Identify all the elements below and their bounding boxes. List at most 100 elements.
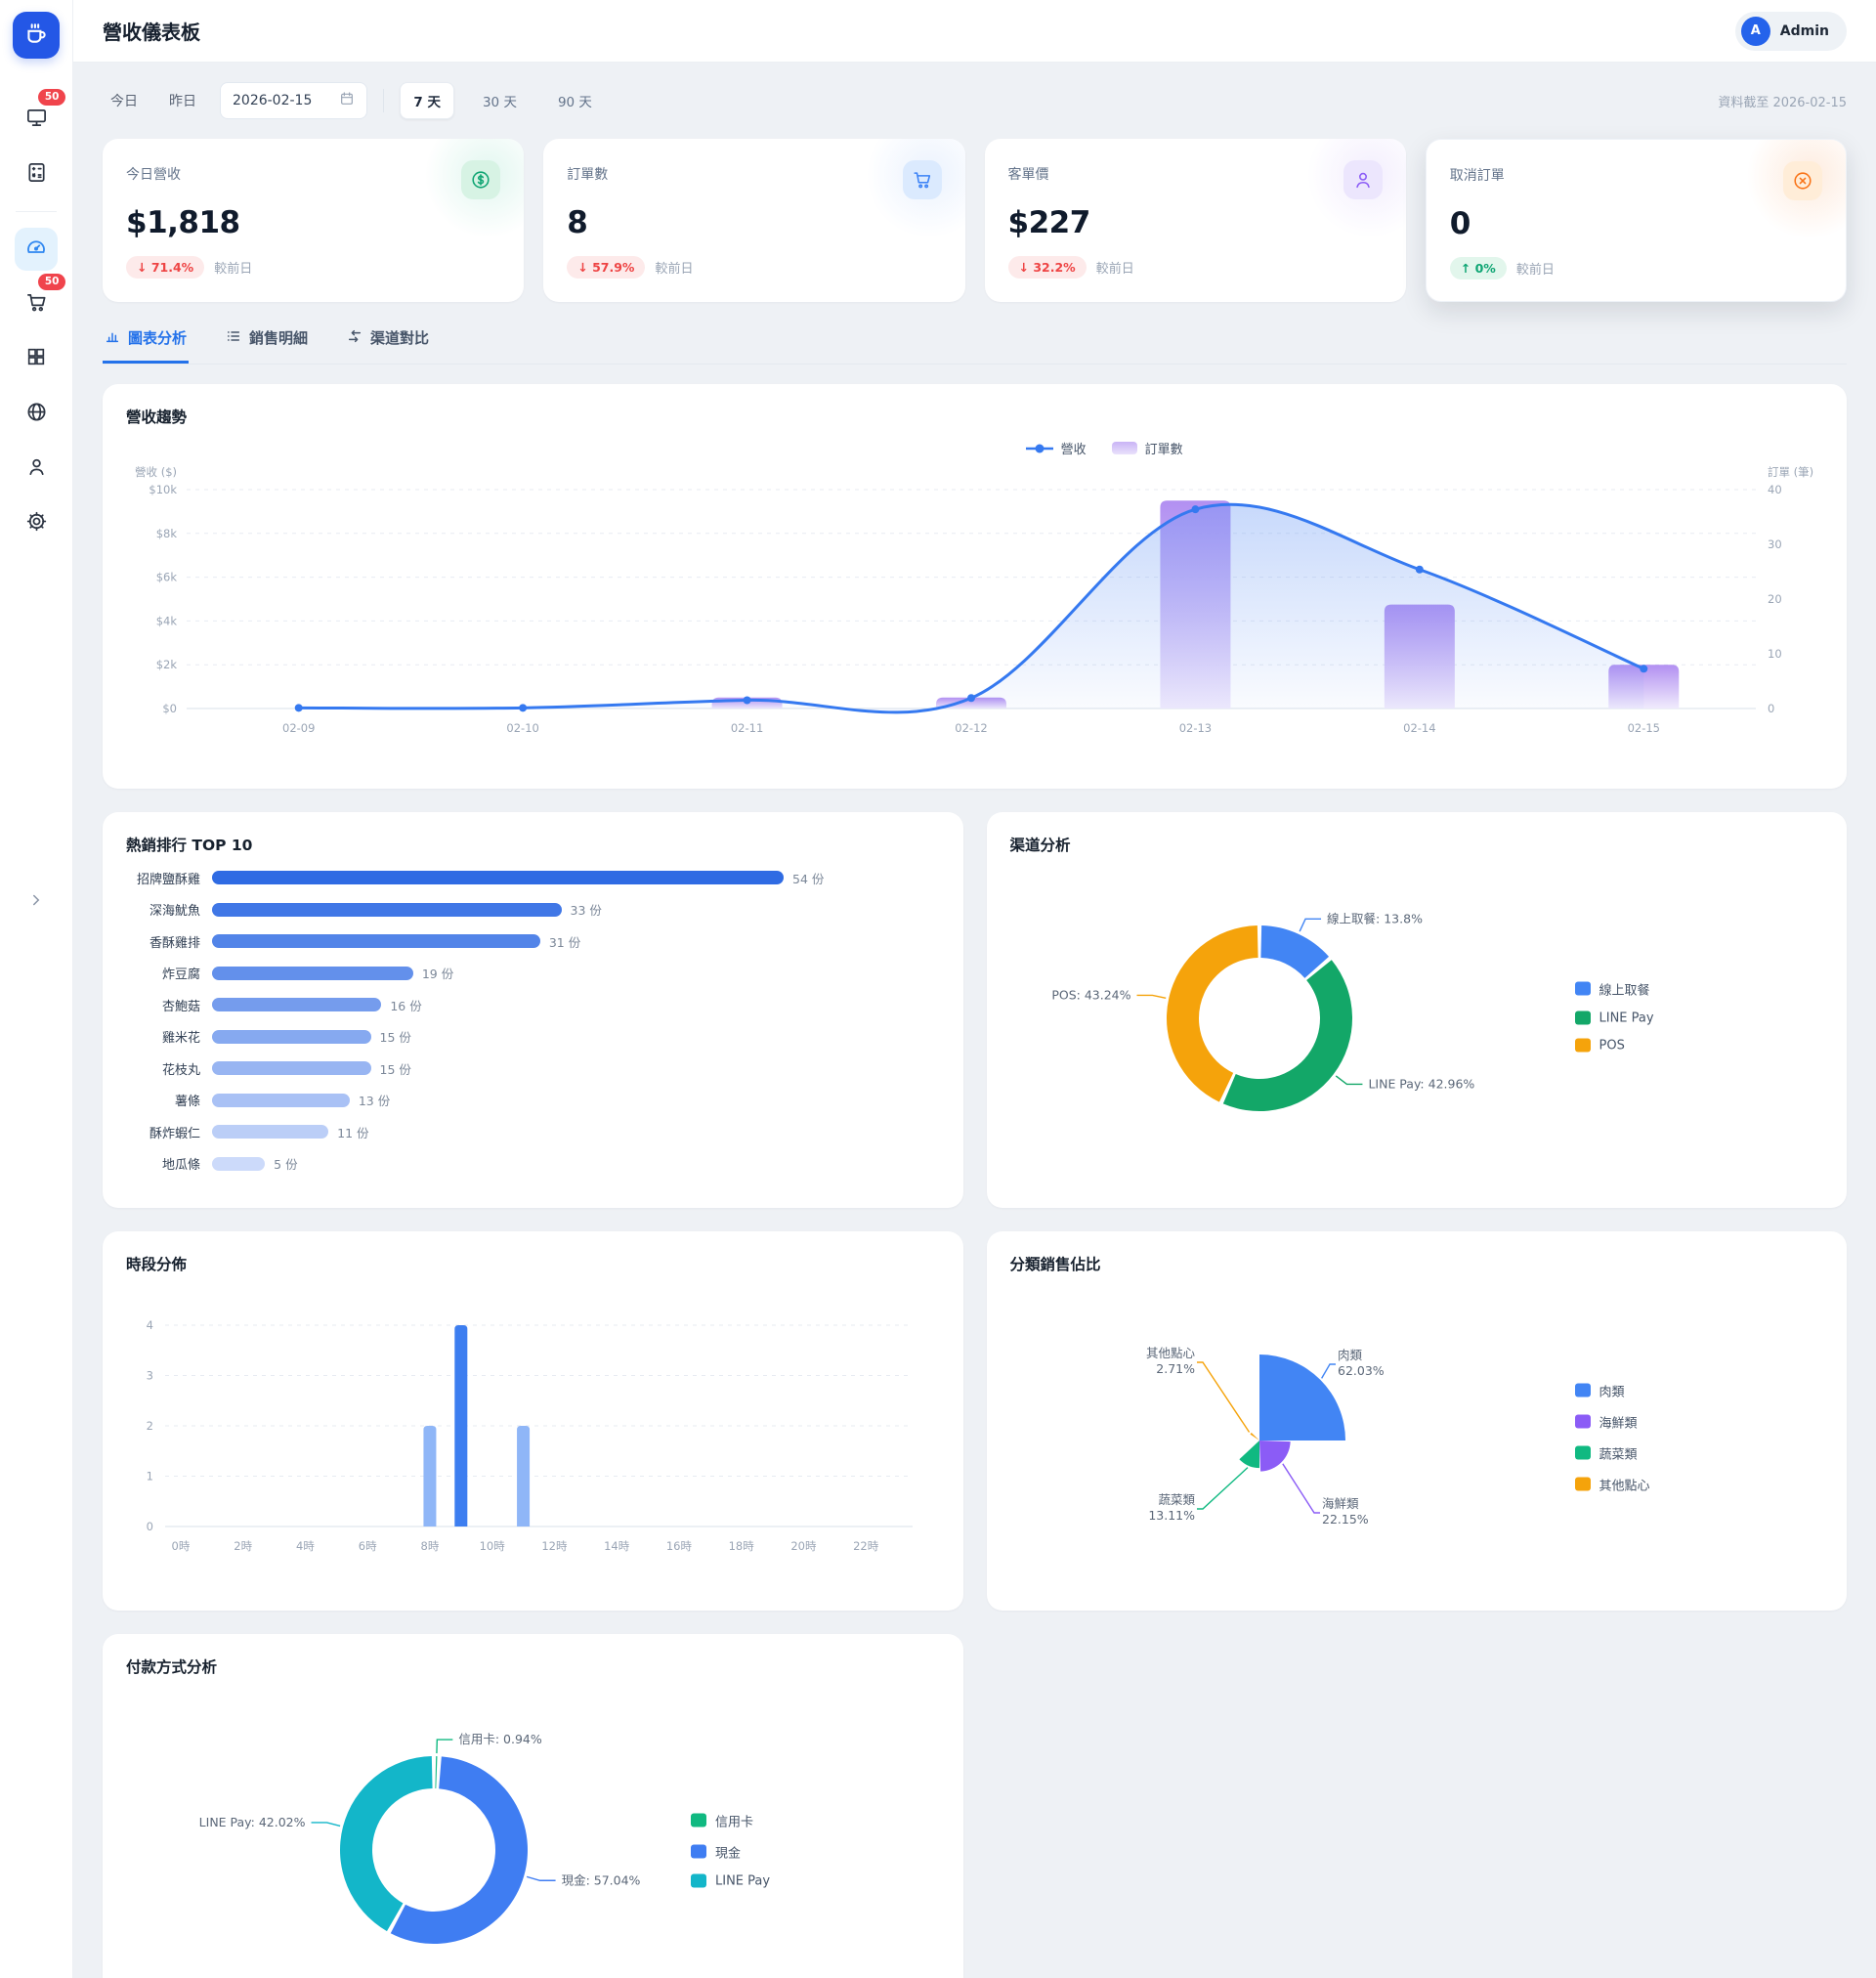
legend-item[interactable]: 肉類 bbox=[1574, 1381, 1650, 1399]
channel-svg: 線上取餐: 13.8% LINE Pay: 42.96% POS: 43.24% bbox=[1051, 911, 1474, 1111]
payment-method-card: 付款方式分析 信用卡: 0.94% 現金: 57.04% LINE Pay: 42.… bbox=[103, 1633, 963, 1978]
range-30d-button[interactable]: 30 天 bbox=[470, 83, 530, 118]
hour-bar[interactable] bbox=[517, 1425, 531, 1526]
quantity-bar[interactable] bbox=[212, 934, 540, 948]
donut-slice[interactable] bbox=[435, 1755, 438, 1788]
kpi-card-orders[interactable]: 訂單數 8 ↓ 57.9% 較前日 bbox=[543, 139, 965, 302]
date-picker[interactable]: 2026-02-15 bbox=[220, 82, 368, 119]
range-7d-button[interactable]: 7 天 bbox=[400, 82, 454, 119]
quantity-bar[interactable] bbox=[212, 1093, 350, 1107]
sidebar-item-pos-monitor[interactable]: 50 bbox=[15, 89, 65, 141]
svg-text:2時: 2時 bbox=[234, 1539, 252, 1553]
legend-item[interactable]: 蔬菜類 bbox=[1574, 1443, 1650, 1462]
donut-slice[interactable] bbox=[1166, 925, 1258, 1102]
top10-row: 地瓜條 5 份 bbox=[126, 1154, 940, 1173]
chart-legend[interactable]: 線上取餐 LINE Pay POS bbox=[1574, 979, 1654, 1053]
top10-card: 熱銷排行 TOP 10 招牌鹽酥雞 54 份 深海魷魚 33 份 香酥雞排 31… bbox=[103, 812, 963, 1208]
legend-item[interactable]: POS bbox=[1574, 1038, 1654, 1053]
top10-chart: 招牌鹽酥雞 54 份 深海魷魚 33 份 香酥雞排 31 份 炸豆腐 19 份 … bbox=[126, 869, 940, 1173]
pie-slice[interactable] bbox=[1250, 1432, 1259, 1440]
product-name: 深海魷魚 bbox=[149, 904, 200, 919]
pie-slice[interactable] bbox=[1238, 1440, 1259, 1468]
svg-text:20時: 20時 bbox=[790, 1539, 817, 1553]
revenue-point[interactable] bbox=[519, 704, 528, 712]
product-name: 炸豆腐 bbox=[161, 968, 200, 982]
chart-legend[interactable]: 肉類海鮮類蔬菜類其他點心 bbox=[1574, 1381, 1650, 1493]
svg-text:$4k: $4k bbox=[156, 614, 178, 627]
category-pie-chart: 肉類 62.03% 海鮮類 22.15% 蔬菜類 13.11% 其他點心 2.71% 肉類 海鮮類… bbox=[1010, 1286, 1824, 1589]
chart-legend[interactable]: 信用卡現金 LINE Pay bbox=[691, 1811, 770, 1888]
hour-bar[interactable] bbox=[423, 1425, 437, 1526]
sidebar-item-orders-cart[interactable]: 50 bbox=[15, 274, 65, 325]
svg-text:營收 ($): 營收 ($) bbox=[135, 465, 177, 479]
sidebar-item-calculator[interactable] bbox=[15, 152, 58, 195]
legend-item[interactable]: 線上取餐 bbox=[1574, 979, 1654, 998]
svg-text:0時: 0時 bbox=[172, 1539, 191, 1553]
pie-slice[interactable] bbox=[1258, 1354, 1345, 1440]
globe-icon bbox=[25, 401, 48, 427]
hour-bar[interactable] bbox=[454, 1324, 468, 1526]
legend-item[interactable]: 信用卡 bbox=[691, 1811, 770, 1829]
legend-item[interactable]: 營收 bbox=[1025, 439, 1087, 457]
donut-slice[interactable] bbox=[390, 1755, 528, 1944]
kpi-card-cancelled[interactable]: 取消訂單 0 ↑ 0% 較前日 bbox=[1425, 139, 1847, 302]
legend-item[interactable]: 現金 bbox=[691, 1842, 770, 1861]
top10-row: 招牌鹽酥雞 54 份 bbox=[126, 869, 940, 887]
card-title: 分類銷售佔比 bbox=[1009, 1255, 1101, 1273]
svg-text:3: 3 bbox=[147, 1368, 153, 1382]
quantity-bar[interactable] bbox=[212, 1029, 371, 1044]
filter-yesterday-button[interactable]: 昨日 bbox=[161, 85, 204, 116]
legend-item[interactable]: 海鮮類 bbox=[1574, 1412, 1650, 1431]
kpi-delta-badge: ↑ 0% bbox=[1449, 257, 1507, 280]
trend-legend[interactable]: 營收 訂單數 bbox=[1025, 439, 1183, 457]
quantity-label: 16 份 bbox=[390, 998, 422, 1013]
quantity-bar[interactable] bbox=[212, 1061, 371, 1075]
sidebar-item-web[interactable] bbox=[15, 392, 58, 435]
quantity-bar[interactable] bbox=[212, 902, 562, 917]
svg-text:02-09: 02-09 bbox=[282, 721, 315, 735]
legend-item[interactable]: 訂單數 bbox=[1111, 439, 1183, 457]
quantity-bar[interactable] bbox=[212, 966, 413, 980]
sidebar-collapse-button[interactable] bbox=[27, 891, 45, 913]
legend-item[interactable]: 其他點心 bbox=[1574, 1475, 1650, 1493]
revenue-point[interactable] bbox=[1640, 665, 1648, 673]
tab-sales-detail[interactable]: 銷售明細 bbox=[224, 323, 310, 364]
tab-chart-analysis[interactable]: 圖表分析 bbox=[103, 323, 190, 364]
quantity-bar[interactable] bbox=[212, 998, 382, 1011]
kpi-card-revenue[interactable]: 今日營收 $1,818 ↓ 71.4% 較前日 bbox=[103, 139, 525, 302]
quantity-bar[interactable] bbox=[212, 1125, 329, 1139]
app-logo[interactable] bbox=[13, 12, 60, 59]
revenue-point[interactable] bbox=[1415, 565, 1424, 574]
product-name: 雞米花 bbox=[161, 1031, 200, 1046]
user-menu[interactable]: A Admin bbox=[1734, 11, 1847, 51]
quantity-label: 15 份 bbox=[379, 1030, 411, 1045]
filter-today-button[interactable]: 今日 bbox=[103, 85, 146, 116]
donut-slice[interactable] bbox=[1259, 925, 1329, 978]
revenue-point[interactable] bbox=[743, 696, 751, 705]
gear-icon bbox=[25, 510, 48, 537]
sidebar-item-modules[interactable] bbox=[15, 337, 58, 380]
donut-slice[interactable] bbox=[1222, 960, 1352, 1111]
svg-text:訂單 (筆): 訂單 (筆) bbox=[1768, 465, 1813, 479]
tab-channel-compare[interactable]: 渠道對比 bbox=[345, 323, 431, 364]
sidebar-item-settings[interactable] bbox=[15, 501, 58, 544]
sidebar-item-account[interactable] bbox=[15, 447, 58, 490]
sidebar-item-dashboard[interactable] bbox=[15, 228, 58, 271]
kpi-card-avg-ticket[interactable]: 客單價 $227 ↓ 32.2% 較前日 bbox=[984, 139, 1406, 302]
range-90d-button[interactable]: 90 天 bbox=[545, 83, 605, 118]
quantity-bar[interactable] bbox=[212, 1156, 266, 1171]
divider bbox=[383, 89, 385, 112]
pie-slice[interactable] bbox=[1258, 1440, 1291, 1472]
kpi-value: $1,818 bbox=[126, 205, 240, 240]
svg-text:12時: 12時 bbox=[541, 1539, 568, 1553]
quantity-bar[interactable] bbox=[212, 871, 784, 884]
revenue-point[interactable] bbox=[967, 694, 975, 703]
calculator-icon bbox=[25, 161, 48, 188]
top10-row: 酥炸蝦仁 11 份 bbox=[126, 1123, 940, 1141]
revenue-point[interactable] bbox=[1191, 505, 1200, 514]
sidebar-divider bbox=[16, 211, 57, 212]
legend-item[interactable]: LINE Pay bbox=[1574, 1010, 1654, 1025]
revenue-point[interactable] bbox=[294, 704, 303, 712]
donut-slice[interactable] bbox=[340, 1755, 433, 1931]
legend-item[interactable]: LINE Pay bbox=[691, 1873, 770, 1888]
